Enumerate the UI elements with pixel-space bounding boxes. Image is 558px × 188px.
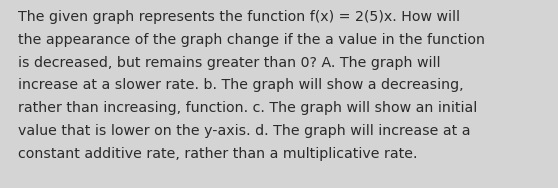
Text: The given graph represents the function f(x) = 2(5)x. How will: The given graph represents the function … bbox=[18, 10, 460, 24]
Text: increase at a slower rate. b. The graph will show a decreasing,: increase at a slower rate. b. The graph … bbox=[18, 78, 464, 92]
Text: the appearance of the graph change if the a value in the function: the appearance of the graph change if th… bbox=[18, 33, 485, 47]
Text: rather than increasing, function. c. The graph will show an initial: rather than increasing, function. c. The… bbox=[18, 101, 477, 115]
Text: constant additive rate, rather than a multiplicative rate.: constant additive rate, rather than a mu… bbox=[18, 147, 417, 161]
Text: is decreased, but remains greater than 0? A. The graph will: is decreased, but remains greater than 0… bbox=[18, 56, 440, 70]
Text: value that is lower on the y-axis. d. The graph will increase at a: value that is lower on the y-axis. d. Th… bbox=[18, 124, 470, 138]
